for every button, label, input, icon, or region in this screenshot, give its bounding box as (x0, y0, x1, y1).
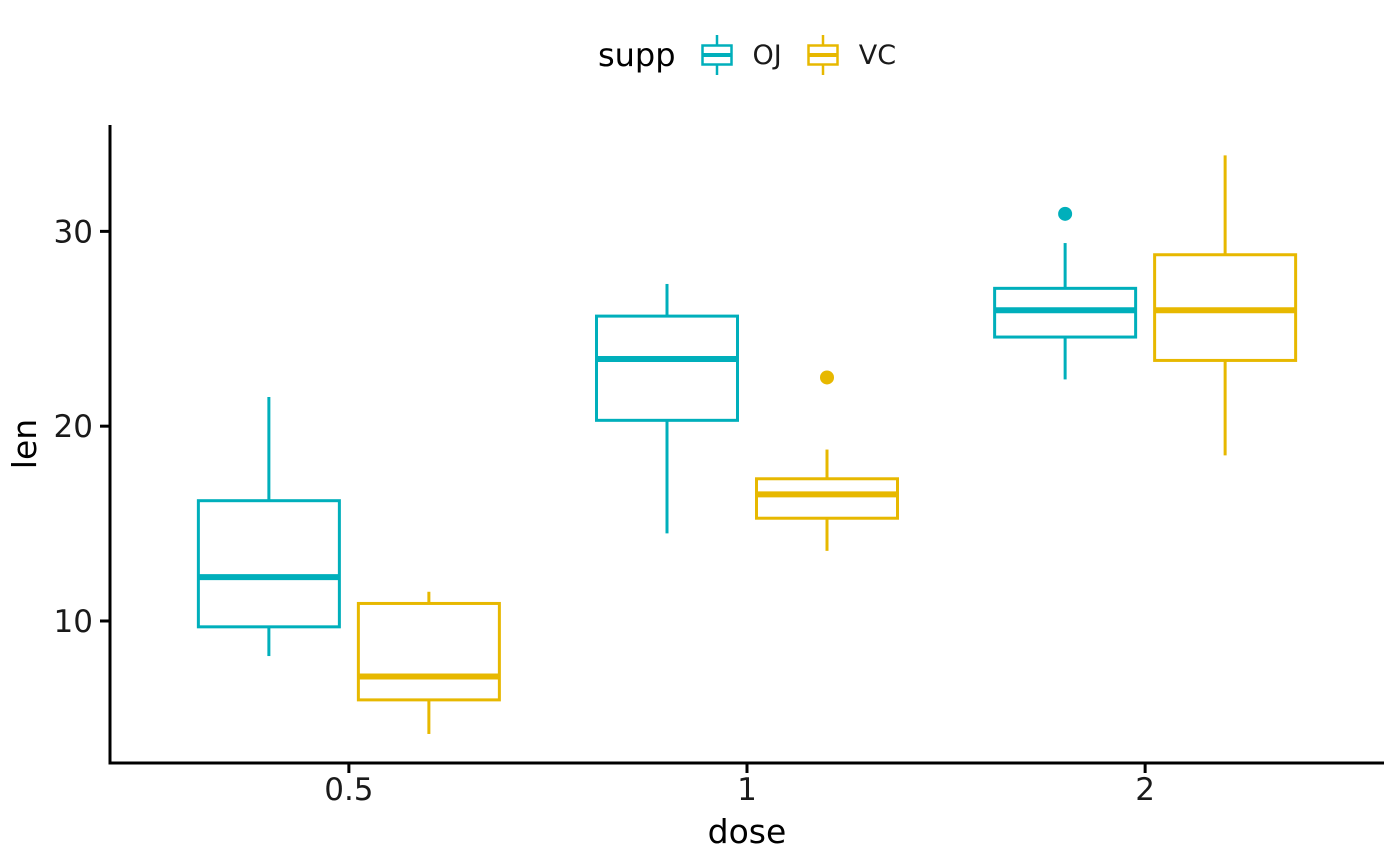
box-oj-dose-0.5 (196, 499, 341, 629)
box-vc-dose-0.5 (356, 601, 501, 702)
x-tick-label: 1 (737, 772, 757, 808)
legend-label-vc: VC (858, 39, 897, 71)
outlier-dot-oj-dose-2 (1058, 206, 1073, 221)
y-tick-label: 20 (54, 409, 93, 445)
x-tick-label: 0.5 (324, 772, 373, 808)
outlier-dot-vc-dose-1 (820, 370, 834, 385)
legend-title: supp (597, 36, 676, 74)
y-axis-title: len (5, 419, 44, 469)
legend-item-vc: VC (803, 32, 896, 78)
box-oj-dose-1 (595, 314, 739, 422)
y-tick-label: 10 (54, 604, 93, 640)
x-axis-title: dose (708, 812, 787, 851)
x-tick-label: 2 (1135, 772, 1155, 808)
box-vc-dose-1 (755, 477, 899, 520)
legend-label-oj: OJ (752, 39, 782, 71)
legend-item-oj: OJ (697, 32, 782, 78)
legend: supp OJ VC (110, 30, 1384, 80)
y-tick-label: 30 (54, 214, 93, 250)
boxplot-key-icon (806, 35, 839, 75)
boxplot-key-icon (700, 35, 733, 75)
